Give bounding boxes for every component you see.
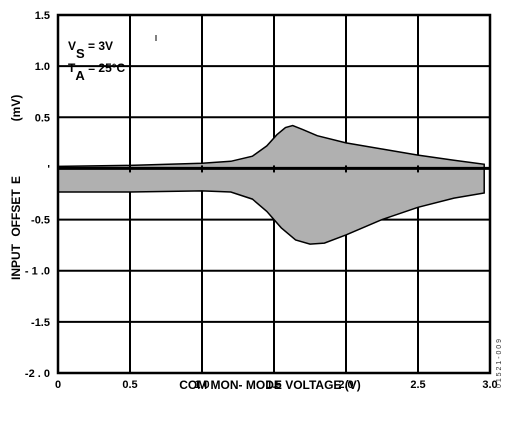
x-tick-labels: 0 0.5 1.0 1.5 2.0 2.5 3.0: [55, 379, 498, 391]
y-tick-label-1: 1.0: [35, 61, 50, 73]
y-tick-label-4: -0.5: [31, 215, 50, 227]
y-axis-title-input: INPUT: [9, 243, 23, 280]
plot-frame: [56, 13, 492, 375]
y-axis-title-e: E: [9, 176, 23, 184]
x-tick-label-0: 0: [55, 379, 61, 391]
x-tick-label-1: 0.5: [122, 379, 137, 391]
annotation-ambient-temperature: TA = 25°C: [68, 61, 126, 83]
y-tick-label-7: -2 . 0: [25, 368, 50, 380]
y-tick-label-5: - 1 .0: [25, 266, 50, 278]
x-tick-label-4: 2.0: [338, 379, 353, 391]
offset-envelope: [57, 124, 485, 245]
plot-border: [56, 13, 492, 375]
y-axis-title-units: (mV): [9, 95, 23, 122]
x-axis-title: COM MON- MODE VOLTAGE (V): [179, 378, 361, 392]
x-tick-label-6: 3.0: [482, 379, 497, 391]
y-tick-label-2: 0.5: [35, 112, 50, 124]
y-tick-labels: 1.5 1.0 0.5 ' -0.5 - 1 .0 -1.5 -2 . 0: [25, 10, 50, 380]
y-tick-label-3: ': [47, 163, 50, 175]
y-axis-title-offset: OFFSET: [9, 189, 23, 237]
y-tick-label-6: -1.5: [31, 317, 50, 329]
offset-envelope-area: [57, 124, 485, 245]
x-tick-label-5: 2.5: [410, 379, 425, 391]
x-tick-label-2: 1.0: [194, 379, 209, 391]
x-tick-label-3: 1.5: [266, 379, 281, 391]
figure-id: 0 1 5 2 1 - 0 0 9: [496, 339, 503, 388]
annotation-supply-voltage: VS = 3V: [68, 39, 113, 61]
y-tick-label-0: 1.5: [35, 10, 50, 22]
